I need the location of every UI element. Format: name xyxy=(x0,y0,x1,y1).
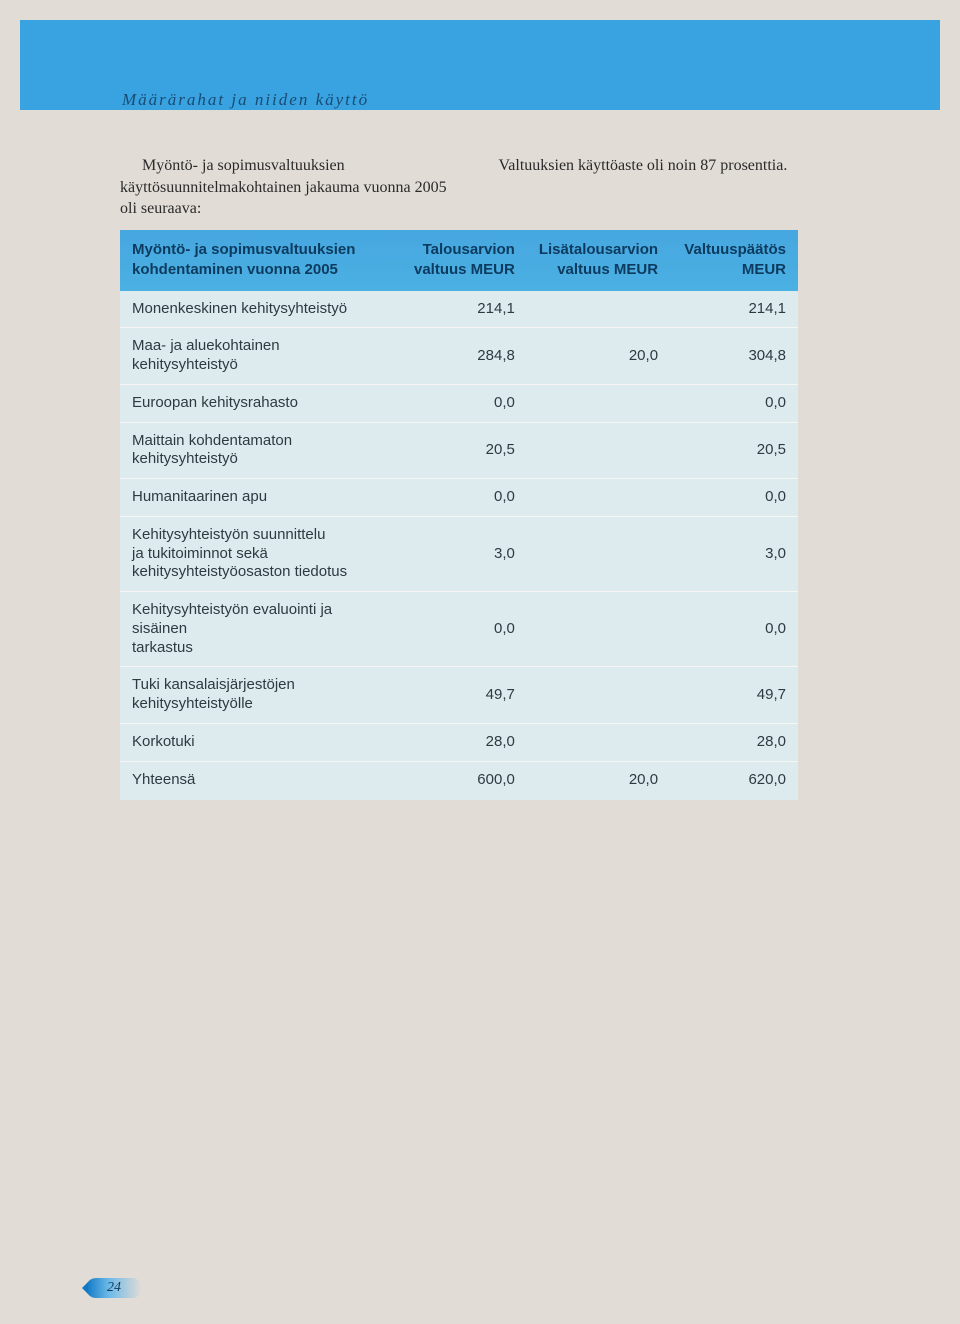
table-cell: 0,0 xyxy=(397,384,527,422)
allocation-table: Myöntö- ja sopimusvaltuuksienkohdentamin… xyxy=(120,230,798,800)
table-cell: 28,0 xyxy=(397,723,527,761)
table-cell: 20,5 xyxy=(670,422,798,479)
table-cell: 49,7 xyxy=(670,667,798,724)
table-header-cell: Myöntö- ja sopimusvaltuuksienkohdentamin… xyxy=(120,230,397,291)
table-cell xyxy=(527,516,670,591)
table-cell xyxy=(527,592,670,667)
table-cell: Euroopan kehitysrahasto xyxy=(120,384,397,422)
table-row: Maittain kohdentamatonkehitysyhteistyö20… xyxy=(120,422,798,479)
table-cell xyxy=(527,667,670,724)
table-header-cell: Lisätalousarvionvaltuus MEUR xyxy=(527,230,670,291)
table-cell: 3,0 xyxy=(397,516,527,591)
table-cell: 0,0 xyxy=(670,479,798,517)
table-cell: Korkotuki xyxy=(120,723,397,761)
table-cell: Monenkeskinen kehitysyhteistyö xyxy=(120,291,397,328)
table-cell: Yhteensä xyxy=(120,761,397,800)
table-cell: Maa- ja aluekohtainenkehitysyhteistyö xyxy=(120,328,397,385)
table-cell: Kehitysyhteistyön suunnitteluja tukitoim… xyxy=(120,516,397,591)
table-cell: 49,7 xyxy=(397,667,527,724)
table-header-cell: ValtuuspäätösMEUR xyxy=(670,230,798,291)
table-cell: 214,1 xyxy=(397,291,527,328)
page-number-badge: 24 xyxy=(86,1278,142,1298)
table-cell xyxy=(527,291,670,328)
table-cell: Humanitaarinen apu xyxy=(120,479,397,517)
table-cell: Maittain kohdentamatonkehitysyhteistyö xyxy=(120,422,397,479)
intro-left-column: Myöntö- ja sopimusvaltuuksien käyttösuun… xyxy=(120,155,459,220)
table-cell: 0,0 xyxy=(670,592,798,667)
table-row: Korkotuki28,028,0 xyxy=(120,723,798,761)
intro-right-column: Valtuuksien käyttöaste oli noin 87 prose… xyxy=(477,155,816,220)
section-title: Määrärahat ja niiden käyttö xyxy=(122,90,369,110)
table-cell xyxy=(527,479,670,517)
intro-left-text: Myöntö- ja sopimusvaltuuksien käyttösuun… xyxy=(120,155,459,220)
table-cell: 20,5 xyxy=(397,422,527,479)
page-number: 24 xyxy=(86,1278,142,1298)
table-cell: Kehitysyhteistyön evaluointi ja sisäinen… xyxy=(120,592,397,667)
table-row: Kehitysyhteistyön suunnitteluja tukitoim… xyxy=(120,516,798,591)
table-row: Tuki kansalaisjärjestöjenkehitysyhteisty… xyxy=(120,667,798,724)
table-cell: 20,0 xyxy=(527,761,670,800)
table-cell xyxy=(527,422,670,479)
table-row: Maa- ja aluekohtainenkehitysyhteistyö284… xyxy=(120,328,798,385)
table-cell: 0,0 xyxy=(397,479,527,517)
table-cell: 0,0 xyxy=(670,384,798,422)
table-cell: 620,0 xyxy=(670,761,798,800)
intro-right-text: Valtuuksien käyttöaste oli noin 87 prose… xyxy=(477,155,816,177)
table-row: Euroopan kehitysrahasto0,00,0 xyxy=(120,384,798,422)
table-cell: Tuki kansalaisjärjestöjenkehitysyhteisty… xyxy=(120,667,397,724)
table-cell: 284,8 xyxy=(397,328,527,385)
table-cell: 20,0 xyxy=(527,328,670,385)
table-header-cell: Talousarvionvaltuus MEUR xyxy=(397,230,527,291)
table-cell: 304,8 xyxy=(670,328,798,385)
table-total-row: Yhteensä600,020,0620,0 xyxy=(120,761,798,800)
table-cell: 3,0 xyxy=(670,516,798,591)
table-cell: 214,1 xyxy=(670,291,798,328)
table-row: Monenkeskinen kehitysyhteistyö214,1214,1 xyxy=(120,291,798,328)
table-row: Kehitysyhteistyön evaluointi ja sisäinen… xyxy=(120,592,798,667)
table-row: Humanitaarinen apu0,00,0 xyxy=(120,479,798,517)
table-cell: 0,0 xyxy=(397,592,527,667)
table-cell xyxy=(527,384,670,422)
intro-paragraphs: Myöntö- ja sopimusvaltuuksien käyttösuun… xyxy=(120,155,815,220)
table-cell: 600,0 xyxy=(397,761,527,800)
table-cell: 28,0 xyxy=(670,723,798,761)
table-cell xyxy=(527,723,670,761)
